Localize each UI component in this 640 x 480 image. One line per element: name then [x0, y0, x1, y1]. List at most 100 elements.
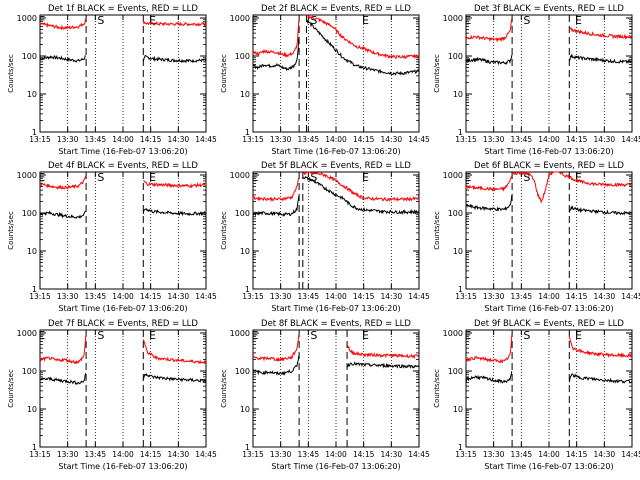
y-axis-label: Counts/sec — [220, 54, 228, 93]
marker-label: S — [523, 329, 530, 342]
x-tick-label: 13:30 — [57, 135, 79, 144]
marker-label: E — [464, 329, 471, 342]
y-tick-label: 1 — [32, 443, 37, 452]
x-tick-label: 14:30 — [168, 292, 190, 301]
y-tick-label: 10 — [453, 90, 463, 99]
panel-title: Det 5f BLACK = Events, RED = LLD — [261, 161, 411, 171]
marker-label: E — [149, 329, 156, 342]
marker-label: S — [310, 14, 317, 27]
y-tick-label: 100 — [22, 52, 37, 61]
panel-title: Det 3f BLACK = Events, RED = LLD — [474, 4, 624, 14]
x-tick-label: 13:15 — [242, 292, 264, 301]
y-tick-label: 10 — [240, 405, 250, 414]
x-tick-label: 14:45 — [408, 135, 430, 144]
events-series-line — [568, 373, 633, 384]
lld-series-line — [568, 335, 633, 359]
y-axis-label: Counts/sec — [433, 54, 441, 93]
y-axis-label: Counts/sec — [433, 211, 441, 250]
x-tick-label: 13:45 — [85, 450, 107, 459]
events-series-line — [252, 37, 300, 72]
y-tick-label: 100 — [235, 52, 250, 61]
events-series-line — [39, 210, 87, 219]
y-axis-label: Counts/sec — [433, 369, 441, 408]
lld-series-line — [39, 175, 87, 190]
x-tick-label: 13:30 — [483, 292, 505, 301]
x-tick-label: 13:45 — [85, 292, 107, 301]
panel-title: Det 6f BLACK = Events, RED = LLD — [474, 161, 624, 171]
x-tick-label: 14:15 — [140, 450, 162, 459]
y-tick-label: 1 — [245, 285, 250, 294]
y-tick-label: 1 — [458, 443, 463, 452]
events-series-line — [465, 195, 513, 212]
x-axis-label: Start Time (16-Feb-07 13:06:20) — [271, 462, 400, 471]
detector-panel: Det 8f BLACK = Events, RED = LLD Counts/s… — [220, 319, 430, 471]
x-tick-label: 14:00 — [325, 135, 347, 144]
events-series-line — [39, 373, 87, 385]
x-tick-label: 13:30 — [270, 450, 292, 459]
x-tick-label: 13:30 — [270, 292, 292, 301]
x-tick-label: 14:15 — [353, 450, 375, 459]
x-tick-label: 14:45 — [621, 135, 640, 144]
x-tick-label: 14:30 — [168, 135, 190, 144]
x-tick-label: 14:30 — [168, 450, 190, 459]
marker-label: S — [523, 14, 530, 27]
lld-series-line — [252, 20, 300, 59]
x-tick-label: 14:15 — [566, 292, 588, 301]
x-axis-label: Start Time (16-Feb-07 13:06:20) — [58, 304, 187, 313]
events-series-line — [252, 196, 300, 217]
x-tick-label: 14:00 — [538, 292, 560, 301]
y-axis-label: Counts/sec — [7, 211, 15, 250]
y-axis-label: Counts/sec — [7, 54, 15, 93]
x-tick-label: 13:15 — [455, 292, 477, 301]
x-tick-label: 14:00 — [325, 450, 347, 459]
x-tick-label: 14:15 — [353, 135, 375, 144]
lld-series-line — [465, 334, 513, 364]
x-tick-label: 14:45 — [408, 292, 430, 301]
y-tick-label: 100 — [448, 367, 463, 376]
marker-label: E — [575, 171, 582, 184]
lld-series-line — [306, 14, 420, 60]
x-axis-label: Start Time (16-Feb-07 13:06:20) — [58, 462, 187, 471]
events-series-line — [568, 53, 633, 64]
y-tick-label: 1000 — [17, 171, 37, 180]
panel-title: Det 2f BLACK = Events, RED = LLD — [261, 4, 411, 14]
marker-label: E — [575, 329, 582, 342]
detector-panel: Det 2f BLACK = Events, RED = LLD Counts/s… — [220, 4, 430, 156]
events-series-line — [39, 54, 87, 63]
x-tick-label: 14:30 — [381, 292, 403, 301]
x-tick-label: 13:15 — [242, 450, 264, 459]
events-series-line — [346, 361, 420, 369]
x-tick-label: 13:45 — [511, 450, 533, 459]
lld-series-line — [465, 175, 513, 192]
lld-series-line — [143, 180, 206, 189]
x-tick-label: 13:30 — [483, 135, 505, 144]
marker-label: E — [362, 171, 369, 184]
events-series-line — [142, 54, 207, 64]
marker-label: S — [97, 171, 104, 184]
lld-series-line — [252, 335, 300, 363]
marker-label: E — [149, 171, 156, 184]
x-tick-label: 13:15 — [29, 135, 51, 144]
x-tick-label: 13:30 — [483, 450, 505, 459]
detector-panel: Det 7f BLACK = Events, RED = LLD Counts/s… — [7, 319, 217, 471]
y-tick-label: 10 — [27, 90, 37, 99]
lld-series-line — [346, 344, 420, 360]
y-tick-label: 1000 — [443, 14, 463, 23]
y-tick-label: 1000 — [443, 171, 463, 180]
x-tick-label: 14:45 — [621, 292, 640, 301]
x-tick-label: 13:45 — [511, 135, 533, 144]
detector-panel: Det 5f BLACK = Events, RED = LLD Counts/s… — [220, 161, 430, 313]
y-tick-label: 10 — [27, 405, 37, 414]
x-tick-label: 14:15 — [140, 292, 162, 301]
x-tick-label: 13:30 — [57, 450, 79, 459]
marker-label: E — [464, 14, 471, 27]
y-tick-label: 1 — [32, 285, 37, 294]
y-tick-label: 1000 — [230, 14, 250, 23]
y-tick-label: 100 — [448, 52, 463, 61]
y-tick-label: 1 — [32, 128, 37, 137]
detector-panel: Det 4f BLACK = Events, RED = LLD Counts/s… — [7, 161, 217, 313]
x-tick-label: 14:15 — [566, 135, 588, 144]
lld-series-line — [142, 20, 207, 27]
y-axis-label: Counts/sec — [220, 211, 228, 250]
